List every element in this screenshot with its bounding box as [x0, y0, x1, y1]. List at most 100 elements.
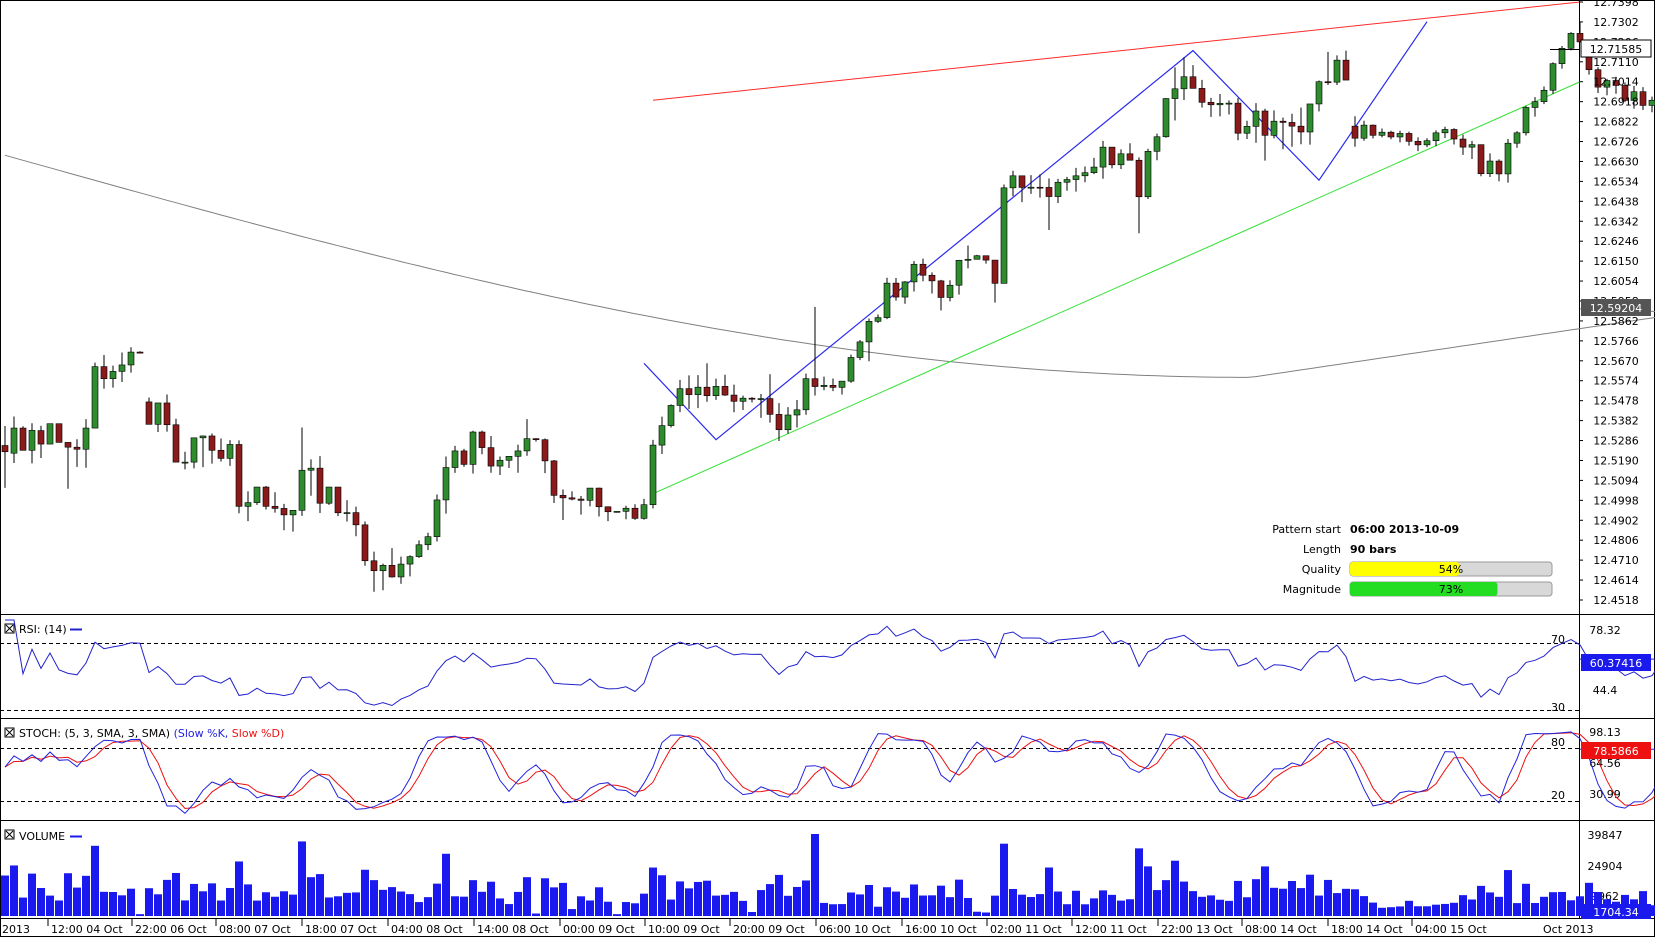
volume-bar	[1594, 891, 1602, 916]
candle-bull	[1054, 181, 1062, 197]
volume-bar	[154, 894, 162, 916]
volume-bar	[1549, 892, 1557, 916]
candle-bull	[91, 366, 99, 429]
time-axis-label: 14:00 08 Oct	[477, 923, 549, 936]
candle-bull	[1180, 76, 1188, 90]
ma-value-marker: 12.59204	[1581, 299, 1651, 316]
time-axis-label: 00:00 09 Oct	[563, 923, 635, 936]
volume-bar	[1144, 866, 1152, 916]
candle-bear	[775, 414, 783, 431]
volume-bar	[703, 880, 711, 916]
candle-bear	[73, 446, 81, 450]
candle-bull	[1423, 140, 1431, 146]
volume-collapse-icon[interactable]	[4, 829, 15, 840]
candle-bull	[10, 427, 18, 454]
volume-bar	[316, 874, 324, 916]
volume-bar	[1567, 900, 1575, 916]
volume-bar	[1648, 905, 1655, 916]
volume-bar	[784, 895, 792, 916]
volume-bar	[352, 892, 360, 916]
volume-bar	[262, 892, 270, 916]
volume-bar	[442, 853, 450, 916]
candle-bull	[406, 556, 414, 565]
candle-bull	[244, 502, 252, 507]
stoch-collapse-icon[interactable]	[4, 727, 15, 738]
price-axis-label: 12.7398	[1593, 0, 1639, 9]
volume-bar	[469, 880, 477, 916]
volume-bar	[1054, 891, 1062, 916]
candle-bull	[1153, 136, 1161, 152]
volume-bar	[1045, 867, 1053, 916]
volume-bar	[1081, 904, 1089, 916]
candle-bear	[1495, 160, 1503, 175]
candle-bull	[109, 371, 117, 379]
last-price-label: 12.71585	[1590, 43, 1643, 56]
volume-bar	[847, 892, 855, 916]
candle-bear	[1279, 120, 1287, 123]
volume-bar	[370, 880, 378, 916]
candle-bear	[1369, 124, 1377, 136]
volume-bar	[1639, 891, 1647, 916]
candle-bull	[1090, 166, 1098, 173]
pattern-start-value: 06:00 2013-10-09	[1350, 523, 1459, 536]
candle-bear	[1108, 146, 1116, 166]
volume-title: VOLUME	[19, 830, 65, 843]
candle-bull	[1648, 99, 1655, 106]
volume-bar	[1135, 848, 1143, 916]
candle-bull	[1468, 144, 1476, 148]
price-pane: 12.739812.730212.720612.711012.701412.69…	[1, 0, 1655, 607]
pattern-length-value: 90 bars	[1350, 543, 1397, 556]
candle-bull	[640, 504, 648, 519]
volume-bar	[226, 887, 234, 916]
last-price-marker: 12.71585	[1550, 39, 1652, 58]
candle-bear	[631, 507, 639, 519]
volume-bar	[523, 877, 531, 916]
last-price-box	[1580, 39, 1652, 58]
time-axis-label: 12:00 11 Oct	[1075, 923, 1147, 936]
candle-bear	[316, 467, 324, 504]
volume-bar	[820, 902, 828, 916]
candle-bull	[469, 431, 477, 465]
candle-bull	[496, 459, 504, 467]
candle-bear	[1459, 138, 1467, 148]
price-axis-label: 12.5670	[1593, 355, 1639, 368]
pattern-quality-label: Quality	[1302, 563, 1342, 576]
volume-bar	[595, 887, 603, 916]
volume-bar	[1261, 866, 1269, 916]
price-axis-label: 12.7302	[1593, 16, 1639, 29]
volume-bar	[829, 904, 837, 916]
candle-bear	[1450, 129, 1458, 140]
candle-bull	[154, 402, 162, 425]
volume-bar	[253, 900, 261, 916]
volume-bar	[208, 883, 216, 916]
candle-bull	[1486, 160, 1494, 175]
candle-bear	[1, 445, 9, 453]
quality-bar-text: 54%	[1439, 563, 1463, 576]
volume-bar	[712, 895, 720, 916]
time-axis-label: 10:00 09 Oct	[648, 923, 720, 936]
candle-bear	[703, 386, 711, 396]
volume-bar	[586, 900, 594, 916]
candle-bull	[289, 509, 297, 516]
rsi-collapse-icon[interactable]	[4, 623, 15, 634]
volume-bar	[1351, 889, 1359, 916]
candle-bear	[1477, 144, 1485, 175]
price-axis-label: 12.6342	[1593, 215, 1639, 228]
volume-bar	[775, 874, 783, 916]
price-axis-label: 12.6726	[1593, 136, 1639, 149]
price-axis-label: 12.7110	[1593, 56, 1639, 69]
candle-bull	[946, 284, 954, 298]
price-axis-label: 12.6150	[1593, 255, 1639, 268]
rsi-value-box	[1581, 654, 1651, 671]
rsi-pane: RSI: (14) 70 30 78.32 44.4 60.37416	[0, 619, 1655, 714]
volume-bar	[1324, 879, 1332, 916]
candle-bull	[343, 512, 351, 514]
candle-bull	[613, 511, 621, 513]
candle-bull	[46, 423, 54, 445]
price-axis-label: 12.6054	[1593, 275, 1639, 288]
volume-bar	[1441, 903, 1449, 916]
time-axis-label: 20:00 09 Oct	[733, 923, 805, 936]
volume-bar	[1477, 885, 1485, 916]
candle-bear	[262, 486, 270, 507]
